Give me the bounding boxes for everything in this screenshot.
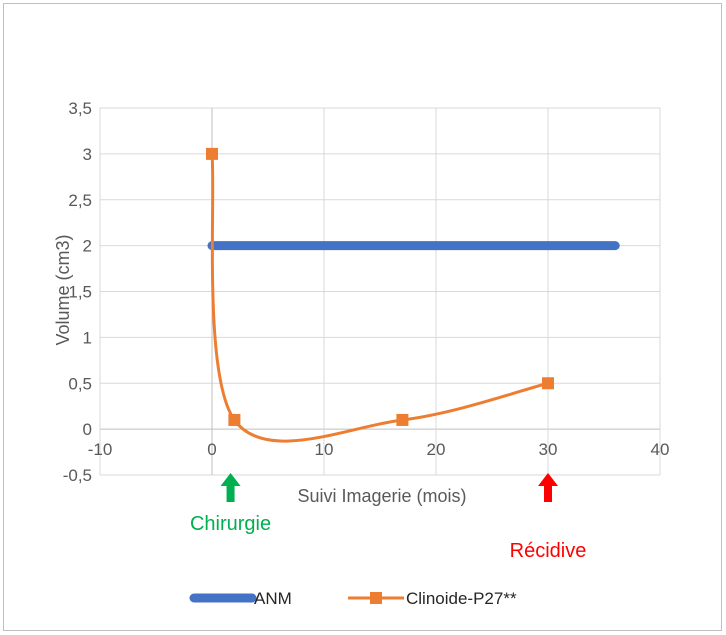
y-tick-label: -0,5	[63, 466, 92, 485]
x-tick-label: 10	[315, 440, 334, 459]
y-tick-label: 1,5	[68, 283, 92, 302]
annotation-label: Chirurgie	[190, 513, 271, 535]
y-tick-label: 3,5	[68, 99, 92, 118]
x-axis-title: Suivi Imagerie (mois)	[297, 486, 466, 506]
up-red-arrow	[538, 473, 558, 502]
up-green-arrow	[220, 473, 241, 502]
data-point-marker	[228, 413, 241, 426]
gridlines	[99, 107, 661, 476]
data-point-marker	[542, 377, 554, 390]
x-tick-label: 20	[427, 440, 446, 459]
x-tick-label: -10	[88, 440, 113, 459]
legend-marker-clinoide	[370, 592, 382, 604]
y-tick-label: 2	[83, 237, 92, 256]
x-tick-labels: -10 0 10 20 30 40	[88, 440, 670, 459]
data-point-marker	[206, 147, 218, 160]
x-tick-label: 40	[651, 440, 670, 459]
y-tick-label: 1	[83, 328, 92, 347]
y-axis-title: Volume (cm3)	[53, 234, 73, 345]
x-tick-label: 0	[207, 440, 216, 459]
y-tick-label: 2,5	[68, 191, 92, 210]
legend-label-clinoide: Clinoide-P27**	[406, 589, 517, 608]
annotations: Chirurgie Récidive	[190, 473, 586, 562]
series-line-clinoide	[210, 153, 549, 443]
y-tick-label: 3	[83, 145, 92, 164]
y-tick-labels: -0,5 0 0,5 1 1,5 2 2,5 3 3,5	[63, 99, 92, 485]
legend: ANM Clinoide-P27**	[189, 589, 517, 608]
legend-label-anm: ANM	[254, 589, 292, 608]
y-tick-label: 0	[83, 420, 92, 439]
series-layer	[206, 147, 620, 443]
y-tick-label: 0,5	[68, 374, 92, 393]
x-tick-label: 30	[539, 440, 558, 459]
data-point-marker	[396, 413, 409, 426]
annotation-label: Récidive	[510, 540, 587, 562]
